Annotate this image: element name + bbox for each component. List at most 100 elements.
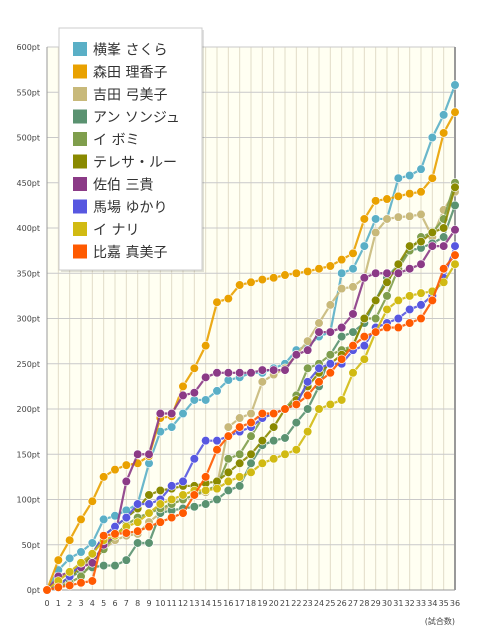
data-point [235,449,245,459]
data-point [427,132,437,143]
data-point [405,170,415,181]
data-point [416,313,426,324]
data-point [416,236,426,247]
data-point [223,422,233,432]
data-point [257,458,267,468]
legend-label: イ ナリ [93,223,139,239]
data-point [235,422,245,432]
data-point [393,295,403,306]
y-tick-label: 550pt [17,88,40,97]
data-point [325,368,335,378]
data-point [235,368,245,378]
data-point [246,467,256,477]
data-point [178,508,188,518]
data-point [314,327,324,337]
data-point [371,214,381,224]
data-point [348,341,358,351]
data-point [427,173,437,183]
x-tick-label: 26 [337,599,347,608]
data-point [303,427,313,437]
data-point [269,454,279,464]
data-point [291,399,301,410]
x-tick-label: 27 [348,599,358,608]
data-point [121,460,131,470]
data-point [371,227,381,238]
data-point [269,408,279,419]
data-point [314,377,324,387]
data-point [257,274,267,285]
data-point [257,377,267,387]
data-point [246,431,256,441]
data-point [280,433,290,443]
data-point [382,214,392,224]
data-point [269,436,279,446]
x-tick-label: 6 [112,599,117,608]
x-tick-label: 15 [212,599,222,608]
data-point [212,494,222,505]
data-point [246,449,256,459]
data-point [155,499,165,509]
data-point [76,547,86,557]
data-point [65,535,75,545]
data-point [314,363,324,373]
x-tick-label: 23 [303,599,313,608]
data-point [348,248,358,258]
data-point [359,214,369,224]
data-point [269,365,279,375]
data-point [76,514,86,525]
data-point [212,368,222,378]
x-tick-label: 36 [450,599,460,608]
data-point [133,538,143,548]
x-tick-label: 33 [416,599,426,608]
y-tick-label: 450pt [17,179,40,188]
data-point [291,417,301,428]
legend-swatch [73,132,87,146]
data-point [303,363,313,373]
y-tick-label: 250pt [17,360,40,369]
data-point [223,476,233,487]
x-tick-label: 21 [280,599,290,608]
data-point [439,223,449,233]
data-point [348,282,358,292]
data-point [144,499,154,509]
data-point [144,538,154,548]
data-point [393,259,403,269]
data-point [382,268,392,278]
data-point [337,354,347,364]
data-point [337,255,347,265]
data-point [223,467,233,477]
legend-swatch [73,244,87,259]
data-point [450,107,460,117]
data-point [201,395,211,405]
x-tick-label: 0 [44,599,49,608]
data-point [393,173,403,183]
data-point [450,225,460,235]
data-point [405,264,415,274]
data-point [144,490,154,500]
x-tick-label: 7 [124,599,129,608]
x-tick-label: 32 [405,599,415,608]
x-tick-label: 19 [257,599,267,608]
x-tick-label: 5 [101,599,106,608]
legend-label: 吉田 弓美子 [93,88,167,104]
data-point [337,284,347,294]
data-point [416,288,426,298]
data-point [314,318,324,328]
data-point [280,270,290,280]
data-point [359,273,369,283]
data-point [235,413,245,423]
data-point [201,436,211,446]
data-point [303,377,313,387]
data-point [189,490,199,500]
data-point [405,211,415,221]
data-point [291,350,301,360]
data-point [393,322,403,333]
x-tick-label: 12 [178,599,188,608]
series-layer [42,80,460,595]
data-point [439,264,449,274]
data-point [337,322,347,333]
legend-label: アン ソンジュ [93,110,180,126]
data-point [189,502,199,512]
